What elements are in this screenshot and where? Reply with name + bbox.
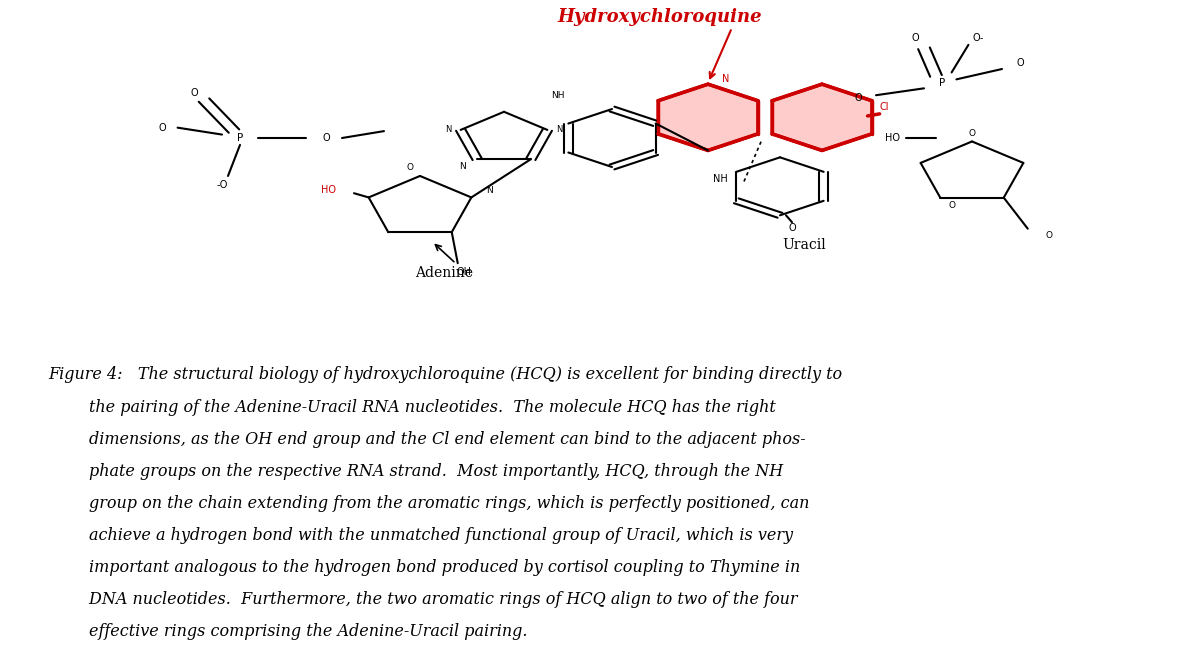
Text: OH: OH (456, 267, 472, 277)
Text: Hydroxychloroquine: Hydroxychloroquine (558, 8, 762, 26)
Text: P: P (236, 133, 244, 143)
Text: O: O (854, 93, 862, 103)
Text: NH: NH (551, 90, 565, 100)
Text: O-: O- (972, 33, 984, 43)
Text: dimensions, as the OH end group and the Cl end element can bind to the adjacent : dimensions, as the OH end group and the … (48, 431, 805, 448)
Text: Figure 4:   The structural biology of hydroxychloroquine (HCQ) is excellent for : Figure 4: The structural biology of hydr… (48, 367, 842, 383)
Text: HO: HO (886, 133, 900, 143)
Text: N: N (556, 126, 563, 134)
Text: O: O (1016, 59, 1024, 68)
Text: group on the chain extending from the aromatic rings, which is perfectly positio: group on the chain extending from the ar… (48, 495, 809, 512)
Text: O: O (407, 163, 414, 172)
Text: HO: HO (322, 185, 336, 195)
Polygon shape (658, 84, 758, 150)
Text: -O: -O (216, 180, 228, 190)
Text: effective rings comprising the Adenine-Uracil pairing.: effective rings comprising the Adenine-U… (48, 624, 528, 641)
Polygon shape (772, 84, 872, 150)
Text: O: O (949, 201, 955, 210)
Text: NH: NH (713, 174, 727, 184)
Text: O: O (788, 223, 796, 232)
Text: important analogous to the hydrogen bond produced by cortisol coupling to Thymin: important analogous to the hydrogen bond… (48, 559, 800, 576)
Text: Adenine: Adenine (415, 266, 473, 279)
Text: O: O (968, 129, 976, 137)
Text: O: O (323, 133, 330, 143)
Text: N: N (486, 186, 493, 195)
Text: O: O (191, 88, 198, 98)
Text: the pairing of the Adenine-Uracil RNA nucleotides.  The molecule HCQ has the rig: the pairing of the Adenine-Uracil RNA nu… (48, 398, 775, 415)
Text: phate groups on the respective RNA strand.  Most importantly, HCQ, through the N: phate groups on the respective RNA stran… (48, 463, 784, 480)
Text: DNA nucleotides.  Furthermore, the two aromatic rings of HCQ align to two of the: DNA nucleotides. Furthermore, the two ar… (48, 591, 798, 608)
Text: N: N (722, 74, 730, 85)
Text: Uracil: Uracil (782, 238, 826, 252)
Text: N: N (458, 163, 466, 171)
Text: achieve a hydrogen bond with the unmatched functional group of Uracil, which is : achieve a hydrogen bond with the unmatch… (48, 527, 793, 544)
Text: O: O (912, 33, 919, 43)
Text: O: O (158, 122, 166, 133)
Text: P: P (938, 78, 946, 88)
Text: O: O (1046, 231, 1052, 240)
Text: N: N (445, 126, 452, 134)
Text: Cl: Cl (880, 102, 889, 112)
